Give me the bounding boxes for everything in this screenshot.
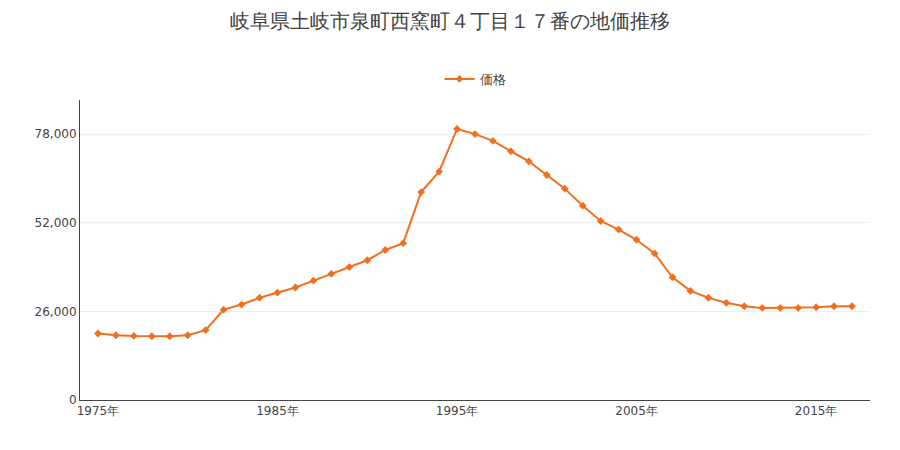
svg-text:26,000: 26,000 bbox=[35, 305, 77, 319]
svg-text:1975年: 1975年 bbox=[77, 404, 120, 418]
svg-text:岐阜県土岐市泉町西窯町４丁目１７番の地価推移: 岐阜県土岐市泉町西窯町４丁目１７番の地価推移 bbox=[230, 9, 670, 33]
svg-text:0: 0 bbox=[69, 393, 77, 407]
svg-text:2005年: 2005年 bbox=[615, 404, 658, 418]
svg-text:価格: 価格 bbox=[480, 72, 506, 87]
svg-text:1985年: 1985年 bbox=[256, 404, 299, 418]
svg-text:1995年: 1995年 bbox=[436, 404, 479, 418]
svg-text:78,000: 78,000 bbox=[35, 127, 77, 141]
svg-text:2015年: 2015年 bbox=[795, 404, 838, 418]
svg-text:52,000: 52,000 bbox=[35, 216, 77, 230]
